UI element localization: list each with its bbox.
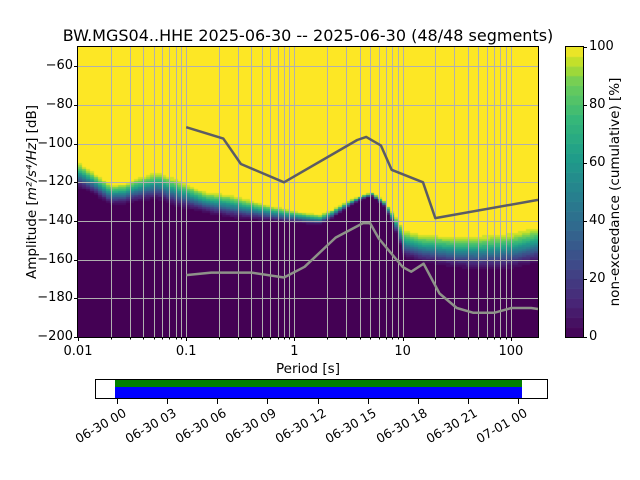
timeline-tick-label: 07-01 00 bbox=[473, 405, 530, 447]
y-tick-label: −60 bbox=[45, 58, 73, 74]
y-tick-label: −100 bbox=[37, 135, 73, 151]
timeline-tick-label: 06-30 03 bbox=[122, 405, 179, 447]
timeline-tick-label: 06-30 21 bbox=[423, 405, 480, 447]
x-tick-label: 10 bbox=[394, 344, 411, 359]
y-tick-label: −140 bbox=[37, 213, 73, 228]
colorbar-tick-label: 100 bbox=[589, 39, 614, 54]
y-tick-label: −80 bbox=[45, 97, 73, 112]
y-tick-label: −200 bbox=[37, 329, 73, 344]
timeline-tick-label: 06-30 09 bbox=[222, 405, 279, 447]
colorbar-tick-label: 40 bbox=[589, 213, 606, 228]
colorbar-tick-label: 0 bbox=[589, 329, 598, 344]
timeline-box bbox=[95, 379, 548, 399]
x-tick-label: 100 bbox=[498, 344, 524, 359]
figure-title: BW.MGS04..HHE 2025-06-30 -- 2025-06-30 (… bbox=[62, 26, 554, 45]
timeline-data-bar bbox=[114, 387, 522, 398]
colorbar bbox=[566, 47, 583, 337]
x-axis-label: Period [s] bbox=[276, 361, 340, 377]
ppsd-heatmap bbox=[78, 47, 538, 337]
x-tick-label: 0.01 bbox=[63, 344, 93, 359]
x-tick-label: 0.1 bbox=[175, 344, 197, 359]
timeline-tick-label: 06-30 06 bbox=[172, 405, 229, 447]
y-tick-label: −120 bbox=[37, 174, 73, 190]
y-tick-label: −160 bbox=[37, 251, 73, 267]
timeline-tick-label: 06-30 15 bbox=[322, 405, 380, 447]
timeline-coverage-bar bbox=[114, 380, 522, 387]
x-tick-label: 1 bbox=[290, 344, 299, 359]
colorbar-tick-label: 60 bbox=[589, 155, 606, 170]
timeline-tick-label: 06-30 00 bbox=[72, 405, 129, 447]
timeline-tick-label: 06-30 12 bbox=[272, 405, 329, 447]
y-tick-label: −180 bbox=[37, 290, 73, 306]
colorbar-tick-label: 80 bbox=[589, 97, 606, 112]
colorbar-tick-label: 20 bbox=[589, 271, 606, 286]
colorbar-label: non-exceedance (cumulative) [%] bbox=[607, 77, 623, 307]
timeline-tick-label: 06-30 18 bbox=[373, 405, 430, 447]
y-axis-label-units: m²/s⁴/Hz bbox=[24, 142, 40, 201]
